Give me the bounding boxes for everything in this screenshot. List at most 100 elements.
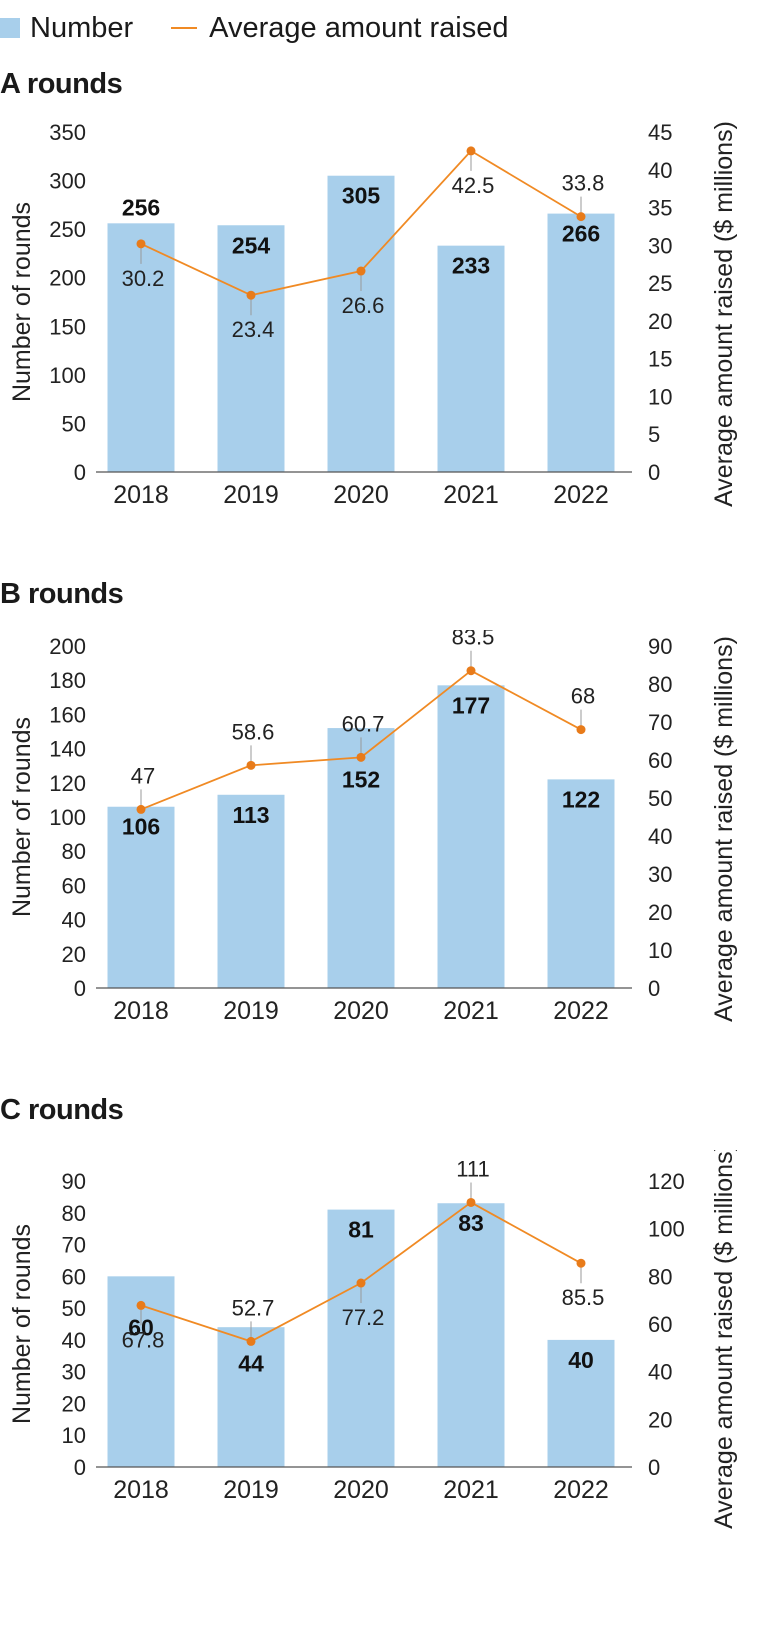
x-tick-label: 2018 (113, 481, 169, 509)
bar-2021 (437, 1203, 505, 1467)
y-axis-title-left: Number of rounds (8, 717, 36, 917)
legend-swatch-line (171, 27, 198, 29)
line-point (356, 752, 366, 762)
right-tick-label: 50 (648, 786, 672, 811)
y-axis-title-left: Number of rounds (8, 1224, 36, 1424)
bar-2018 (107, 806, 175, 988)
left-tick-label: 250 (49, 217, 86, 242)
x-tick-label: 2019 (223, 997, 279, 1025)
left-tick-label: 0 (74, 976, 86, 1001)
line-point (246, 1336, 256, 1346)
bar-2019 (217, 794, 285, 988)
right-tick-label: 20 (648, 900, 672, 925)
right-tick-label: 100 (648, 1217, 685, 1242)
line-point (356, 1278, 366, 1288)
left-tick-label: 30 (62, 1360, 86, 1385)
bar-value-label: 106 (122, 814, 160, 840)
line-point (136, 1300, 146, 1310)
line-point (466, 146, 476, 156)
right-tick-label: 30 (648, 233, 672, 258)
legend-label-average: Average amount raised (209, 11, 509, 44)
right-tick-label: 0 (648, 976, 660, 1001)
line-value-label: 23.4 (232, 317, 275, 342)
y-axis-title-right: Average amount raised ($ millions) (710, 121, 738, 507)
right-tick-label: 0 (648, 1455, 660, 1480)
left-tick-label: 120 (49, 771, 86, 796)
right-tick-label: 40 (648, 158, 672, 183)
left-tick-label: 0 (74, 1455, 86, 1480)
x-tick-label: 2019 (223, 1476, 279, 1504)
x-tick-label: 2021 (443, 997, 499, 1025)
y-axis-title-left: Number of rounds (8, 202, 36, 402)
chart-b-rounds: 0 20 40 60 80 100 120 140 160 180 200 0 10 20 30 40 50 60… (8, 630, 738, 1025)
bar-2022 (547, 1339, 615, 1467)
bar-2020 (327, 728, 395, 988)
chart-c-rounds: 0 10 20 30 40 50 60 70 80 90 0 20 40 60 80 100 120 2018 20… (8, 1150, 738, 1529)
line-value-label: 77.2 (342, 1305, 385, 1330)
x-tick-label: 2022 (553, 481, 609, 509)
line-value-label: 42.5 (452, 173, 495, 198)
line-point (576, 1258, 586, 1268)
bar-value-label: 122 (562, 786, 600, 812)
line-value-label: 52.7 (232, 1295, 275, 1320)
left-tick-label: 80 (62, 1201, 86, 1226)
x-tick-label: 2021 (443, 1476, 499, 1504)
x-tick-label: 2020 (333, 1476, 389, 1504)
bar-value-label: 256 (122, 194, 160, 220)
bar-value-label: 305 (342, 183, 381, 209)
bar-2020 (327, 1209, 395, 1467)
left-tick-label: 100 (49, 363, 86, 388)
left-tick-label: 200 (49, 634, 86, 659)
left-tick-label: 60 (62, 873, 86, 898)
bar-2018 (107, 223, 175, 472)
bar-value-label: 44 (238, 1350, 264, 1376)
left-tick-label: 300 (49, 169, 86, 194)
line-point (466, 666, 476, 676)
line-value-label: 67.8 (122, 1327, 165, 1352)
bar-value-label: 152 (342, 766, 380, 792)
line-value-label: 30.2 (122, 266, 165, 291)
line-value-label: 47 (131, 763, 155, 788)
x-tick-label: 2021 (443, 481, 499, 509)
line-point (246, 760, 256, 770)
right-tick-label: 20 (648, 1407, 672, 1432)
bar-2019 (217, 1327, 285, 1467)
chart-a-rounds: 0 50 100 150 200 250 300 350 0 5 10 15 20 25 30 35 40 45 2… (8, 120, 738, 509)
bar-value-label: 81 (348, 1217, 374, 1243)
right-tick-label: 60 (648, 748, 672, 773)
bar-2019 (217, 225, 285, 472)
right-tick-label: 90 (648, 634, 672, 659)
line-value-label: 33.8 (562, 171, 605, 196)
line-point (136, 804, 146, 814)
left-tick-label: 140 (49, 737, 86, 762)
bar-2022 (547, 213, 615, 472)
x-tick-label: 2019 (223, 481, 279, 509)
line-point (136, 239, 146, 249)
line-value-label: 68 (571, 684, 595, 709)
bar-2022 (547, 779, 615, 988)
left-tick-label: 50 (62, 1296, 86, 1321)
line-value-label: 60.7 (342, 711, 385, 736)
chart-title-a-rounds: A rounds (0, 68, 123, 100)
right-tick-label: 10 (648, 384, 672, 409)
left-tick-label: 40 (62, 1328, 86, 1353)
bar-value-label: 40 (568, 1347, 594, 1373)
right-tick-label: 120 (648, 1169, 685, 1194)
right-tick-label: 40 (648, 824, 672, 849)
left-tick-label: 70 (62, 1233, 86, 1258)
bar-value-label: 83 (458, 1210, 484, 1236)
right-tick-label: 20 (648, 309, 672, 334)
line-point (576, 725, 586, 735)
bar-value-label: 254 (232, 232, 271, 258)
bar-value-label: 113 (232, 802, 269, 828)
x-tick-label: 2018 (113, 997, 169, 1025)
right-tick-label: 70 (648, 710, 672, 735)
left-tick-label: 200 (49, 266, 86, 291)
chart-legend: Number Average amount raised (0, 8, 546, 48)
bar-value-label: 233 (452, 253, 490, 279)
x-tick-label: 2022 (553, 997, 609, 1025)
line-value-label: 111 (456, 1156, 489, 1181)
x-tick-label: 2018 (113, 1476, 169, 1504)
line-point (466, 1197, 476, 1207)
legend-label-number: Number (30, 11, 134, 44)
